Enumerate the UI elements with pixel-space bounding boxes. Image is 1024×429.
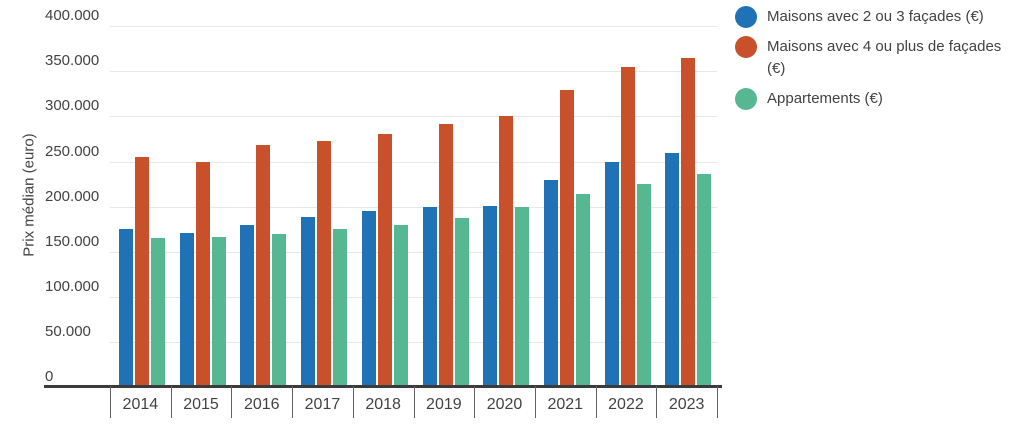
bar-appartements-2023[interactable] bbox=[697, 174, 712, 387]
bar-maisons-4plus-2014[interactable] bbox=[135, 156, 149, 387]
y-tick-label: 200.000 bbox=[45, 187, 100, 205]
y-tick-label: 400.000 bbox=[45, 7, 100, 25]
bar-maisons-4plus-2016[interactable] bbox=[256, 145, 271, 387]
x-tick-label-2014: 2014 bbox=[122, 396, 159, 413]
bar-appartements-2019[interactable] bbox=[454, 218, 469, 387]
legend-item-maisons-2-3-facades[interactable]: Maisons avec 2 ou 3 façades (€) bbox=[735, 6, 1021, 28]
x-tick-separator bbox=[292, 386, 294, 418]
x-tick-separator bbox=[413, 386, 415, 418]
bar-maisons-2-3-2014[interactable] bbox=[119, 229, 133, 387]
bar-maisons-2-3-2017[interactable] bbox=[301, 217, 316, 387]
x-tick-separator bbox=[595, 386, 597, 418]
bar-maisons-4plus-2015[interactable] bbox=[195, 161, 210, 387]
y-tick-label: 0 bbox=[45, 368, 54, 385]
y-tick-label: 300.000 bbox=[45, 97, 100, 115]
bar-maisons-4plus-2018[interactable] bbox=[377, 134, 392, 387]
x-tick-separator bbox=[656, 386, 658, 418]
legend: Maisons avec 2 ou 3 façades (€) Maisons … bbox=[735, 6, 1021, 118]
bar-appartements-2018[interactable] bbox=[393, 224, 408, 387]
x-tick-separator bbox=[170, 386, 172, 418]
bar-appartements-2016[interactable] bbox=[272, 233, 287, 387]
y-tick-label: 250.000 bbox=[45, 142, 100, 160]
bar-appartements-2017[interactable] bbox=[333, 229, 348, 387]
x-tick-label-2018: 2018 bbox=[365, 396, 401, 413]
bar-maisons-2-3-2016[interactable] bbox=[240, 224, 255, 387]
bar-maisons-4plus-2017[interactable] bbox=[317, 140, 332, 387]
x-tick-label-2016: 2016 bbox=[243, 396, 280, 413]
x-axis-line bbox=[44, 385, 722, 388]
bar-maisons-2-3-2022[interactable] bbox=[604, 161, 619, 387]
gridline-50.000 bbox=[110, 341, 717, 343]
y-tick-label: 50.000 bbox=[45, 322, 91, 340]
gridline-200.000 bbox=[110, 206, 717, 208]
bar-maisons-2-3-2018[interactable] bbox=[361, 211, 376, 387]
x-tick-label-2022: 2022 bbox=[608, 396, 644, 413]
gridline-250.000 bbox=[110, 161, 717, 163]
x-tick-label-2023: 2023 bbox=[668, 396, 705, 413]
legend-label: Appartements (€) bbox=[767, 90, 883, 107]
bar-maisons-4plus-2021[interactable] bbox=[559, 90, 574, 387]
gridline-350.000 bbox=[110, 71, 717, 73]
x-tick-label-2015: 2015 bbox=[183, 396, 219, 413]
legend-label: Maisons avec 2 ou 3 façades (€) bbox=[767, 8, 984, 25]
bar-maisons-2-3-2023[interactable] bbox=[665, 153, 680, 387]
legend-swatch-red-icon bbox=[735, 36, 757, 58]
x-tick-separator bbox=[717, 386, 718, 418]
gridline-150.000 bbox=[110, 251, 717, 253]
bar-appartements-2021[interactable] bbox=[575, 193, 590, 387]
y-tick-label: 150.000 bbox=[45, 232, 100, 250]
bar-maisons-4plus-2019[interactable] bbox=[438, 123, 453, 387]
legend-swatch-green-icon bbox=[735, 88, 757, 110]
bar-maisons-2-3-2019[interactable] bbox=[422, 206, 437, 387]
x-tick-label-2017: 2017 bbox=[304, 396, 341, 413]
bar-maisons-2-3-2015[interactable] bbox=[179, 232, 194, 387]
legend-item-appartements[interactable]: Appartements (€) bbox=[735, 88, 1021, 110]
x-tick-label-2021: 2021 bbox=[547, 396, 584, 413]
x-tick-separator bbox=[231, 386, 233, 418]
x-tick-label-2019: 2019 bbox=[426, 396, 462, 413]
y-tick-label: 350.000 bbox=[45, 52, 100, 70]
bar-appartements-2014[interactable] bbox=[151, 238, 165, 387]
bar-appartements-2022[interactable] bbox=[636, 184, 651, 387]
bar-appartements-2020[interactable] bbox=[515, 206, 530, 387]
bar-maisons-4plus-2020[interactable] bbox=[499, 116, 514, 387]
x-tick-label-2020: 2020 bbox=[486, 396, 523, 413]
legend-item-maisons-4-facades[interactable]: Maisons avec 4 ou plus de façades (€) bbox=[735, 36, 1021, 80]
legend-label: Maisons avec 4 ou plus de façades (€) bbox=[767, 38, 1002, 77]
x-tick-separator bbox=[110, 386, 111, 418]
y-tick-label: 100.000 bbox=[45, 277, 100, 295]
legend-swatch-blue-icon bbox=[735, 6, 757, 28]
bar-appartements-2015[interactable] bbox=[211, 237, 226, 387]
x-tick-separator bbox=[534, 386, 536, 418]
bar-maisons-4plus-2023[interactable] bbox=[681, 57, 696, 387]
x-tick-separator bbox=[352, 386, 354, 418]
bar-maisons-2-3-2020[interactable] bbox=[483, 205, 498, 387]
bar-maisons-4plus-2022[interactable] bbox=[620, 66, 635, 387]
bar-maisons-2-3-2021[interactable] bbox=[543, 179, 558, 387]
gridline-300.000 bbox=[110, 116, 717, 118]
x-tick-separator bbox=[474, 386, 476, 418]
gridline-100.000 bbox=[110, 296, 717, 298]
y-axis-title: Prix médian (euro) bbox=[20, 133, 38, 257]
gridline-400.000 bbox=[110, 26, 717, 28]
